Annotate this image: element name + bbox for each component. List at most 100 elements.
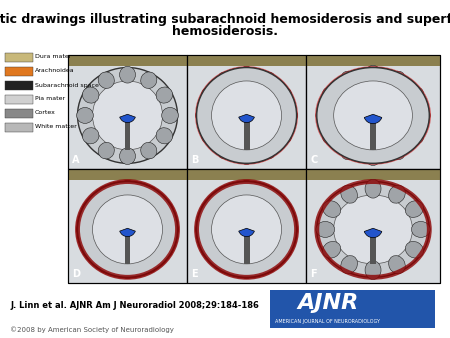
Ellipse shape (323, 241, 341, 258)
Ellipse shape (98, 142, 114, 159)
Ellipse shape (77, 182, 177, 277)
Ellipse shape (341, 71, 357, 89)
Ellipse shape (323, 87, 341, 103)
FancyBboxPatch shape (5, 81, 33, 90)
Ellipse shape (120, 262, 135, 279)
FancyBboxPatch shape (187, 55, 306, 66)
Ellipse shape (197, 68, 297, 163)
FancyBboxPatch shape (270, 290, 435, 328)
Ellipse shape (323, 201, 341, 217)
Ellipse shape (141, 186, 157, 202)
Ellipse shape (316, 221, 335, 237)
Ellipse shape (389, 71, 405, 89)
Ellipse shape (77, 182, 177, 277)
FancyBboxPatch shape (68, 169, 187, 283)
FancyBboxPatch shape (125, 115, 130, 150)
Ellipse shape (141, 142, 157, 159)
Ellipse shape (202, 87, 218, 103)
FancyBboxPatch shape (187, 55, 306, 169)
Ellipse shape (212, 195, 282, 264)
Text: White matter: White matter (35, 124, 77, 129)
Ellipse shape (238, 262, 255, 279)
FancyBboxPatch shape (243, 230, 250, 264)
FancyBboxPatch shape (243, 115, 250, 150)
Ellipse shape (212, 81, 282, 150)
Text: Pia mater: Pia mater (35, 97, 65, 101)
Ellipse shape (196, 107, 212, 123)
Ellipse shape (217, 72, 234, 89)
Ellipse shape (93, 195, 162, 264)
FancyBboxPatch shape (5, 95, 33, 104)
Ellipse shape (365, 65, 381, 84)
Wedge shape (120, 114, 135, 123)
Ellipse shape (333, 81, 412, 150)
Text: Dura mater: Dura mater (35, 54, 72, 59)
Text: F: F (310, 269, 317, 279)
FancyBboxPatch shape (187, 169, 306, 180)
Ellipse shape (260, 142, 276, 159)
Ellipse shape (238, 180, 255, 197)
Text: AJNR: AJNR (297, 293, 358, 313)
FancyBboxPatch shape (306, 169, 440, 180)
Ellipse shape (275, 87, 292, 103)
FancyBboxPatch shape (68, 169, 187, 180)
Ellipse shape (260, 72, 276, 89)
Ellipse shape (275, 201, 292, 217)
FancyBboxPatch shape (306, 169, 440, 283)
Ellipse shape (202, 128, 218, 144)
FancyBboxPatch shape (68, 55, 187, 169)
Ellipse shape (120, 148, 135, 165)
Ellipse shape (82, 201, 99, 217)
Ellipse shape (405, 87, 423, 103)
Ellipse shape (156, 87, 172, 103)
Ellipse shape (120, 66, 135, 83)
Text: A: A (72, 155, 80, 165)
Wedge shape (239, 114, 254, 123)
Ellipse shape (365, 147, 381, 166)
Ellipse shape (217, 186, 234, 202)
Ellipse shape (317, 182, 429, 277)
Ellipse shape (217, 257, 234, 273)
Text: Subarachnoid space: Subarachnoid space (35, 82, 99, 88)
Ellipse shape (317, 68, 429, 163)
Ellipse shape (197, 68, 297, 163)
Text: Cortex: Cortex (35, 111, 56, 116)
Ellipse shape (156, 201, 172, 217)
Ellipse shape (333, 81, 412, 150)
Text: ©2008 by American Society of Neuroradiology: ©2008 by American Society of Neuroradiol… (10, 327, 174, 333)
Ellipse shape (162, 107, 178, 123)
Ellipse shape (238, 66, 255, 83)
Ellipse shape (197, 182, 297, 277)
FancyBboxPatch shape (5, 109, 33, 118)
Ellipse shape (341, 185, 357, 203)
Text: J. Linn et al. AJNR Am J Neuroradiol 2008;29:184-186: J. Linn et al. AJNR Am J Neuroradiol 200… (10, 301, 259, 311)
Ellipse shape (389, 185, 405, 203)
Ellipse shape (212, 81, 282, 150)
Ellipse shape (196, 221, 212, 237)
Ellipse shape (98, 186, 114, 202)
Ellipse shape (93, 81, 162, 150)
Ellipse shape (162, 221, 178, 237)
Ellipse shape (195, 180, 298, 279)
Ellipse shape (260, 186, 276, 202)
Ellipse shape (212, 195, 282, 264)
Ellipse shape (141, 257, 157, 273)
Text: hemosiderosis.: hemosiderosis. (172, 25, 278, 38)
Ellipse shape (195, 66, 298, 165)
Ellipse shape (238, 148, 255, 165)
Ellipse shape (98, 72, 114, 89)
Wedge shape (120, 228, 135, 237)
FancyBboxPatch shape (306, 55, 440, 66)
Ellipse shape (202, 201, 218, 217)
Ellipse shape (120, 180, 135, 197)
FancyBboxPatch shape (370, 230, 376, 264)
Text: AMERICAN JOURNAL OF NEURORADIOLOGY: AMERICAN JOURNAL OF NEURORADIOLOGY (275, 319, 380, 324)
FancyBboxPatch shape (5, 67, 33, 76)
FancyBboxPatch shape (370, 115, 376, 150)
Ellipse shape (82, 242, 99, 258)
Ellipse shape (411, 107, 430, 123)
Ellipse shape (317, 68, 429, 163)
Text: D: D (72, 269, 80, 279)
Ellipse shape (260, 257, 276, 273)
Ellipse shape (217, 142, 234, 159)
